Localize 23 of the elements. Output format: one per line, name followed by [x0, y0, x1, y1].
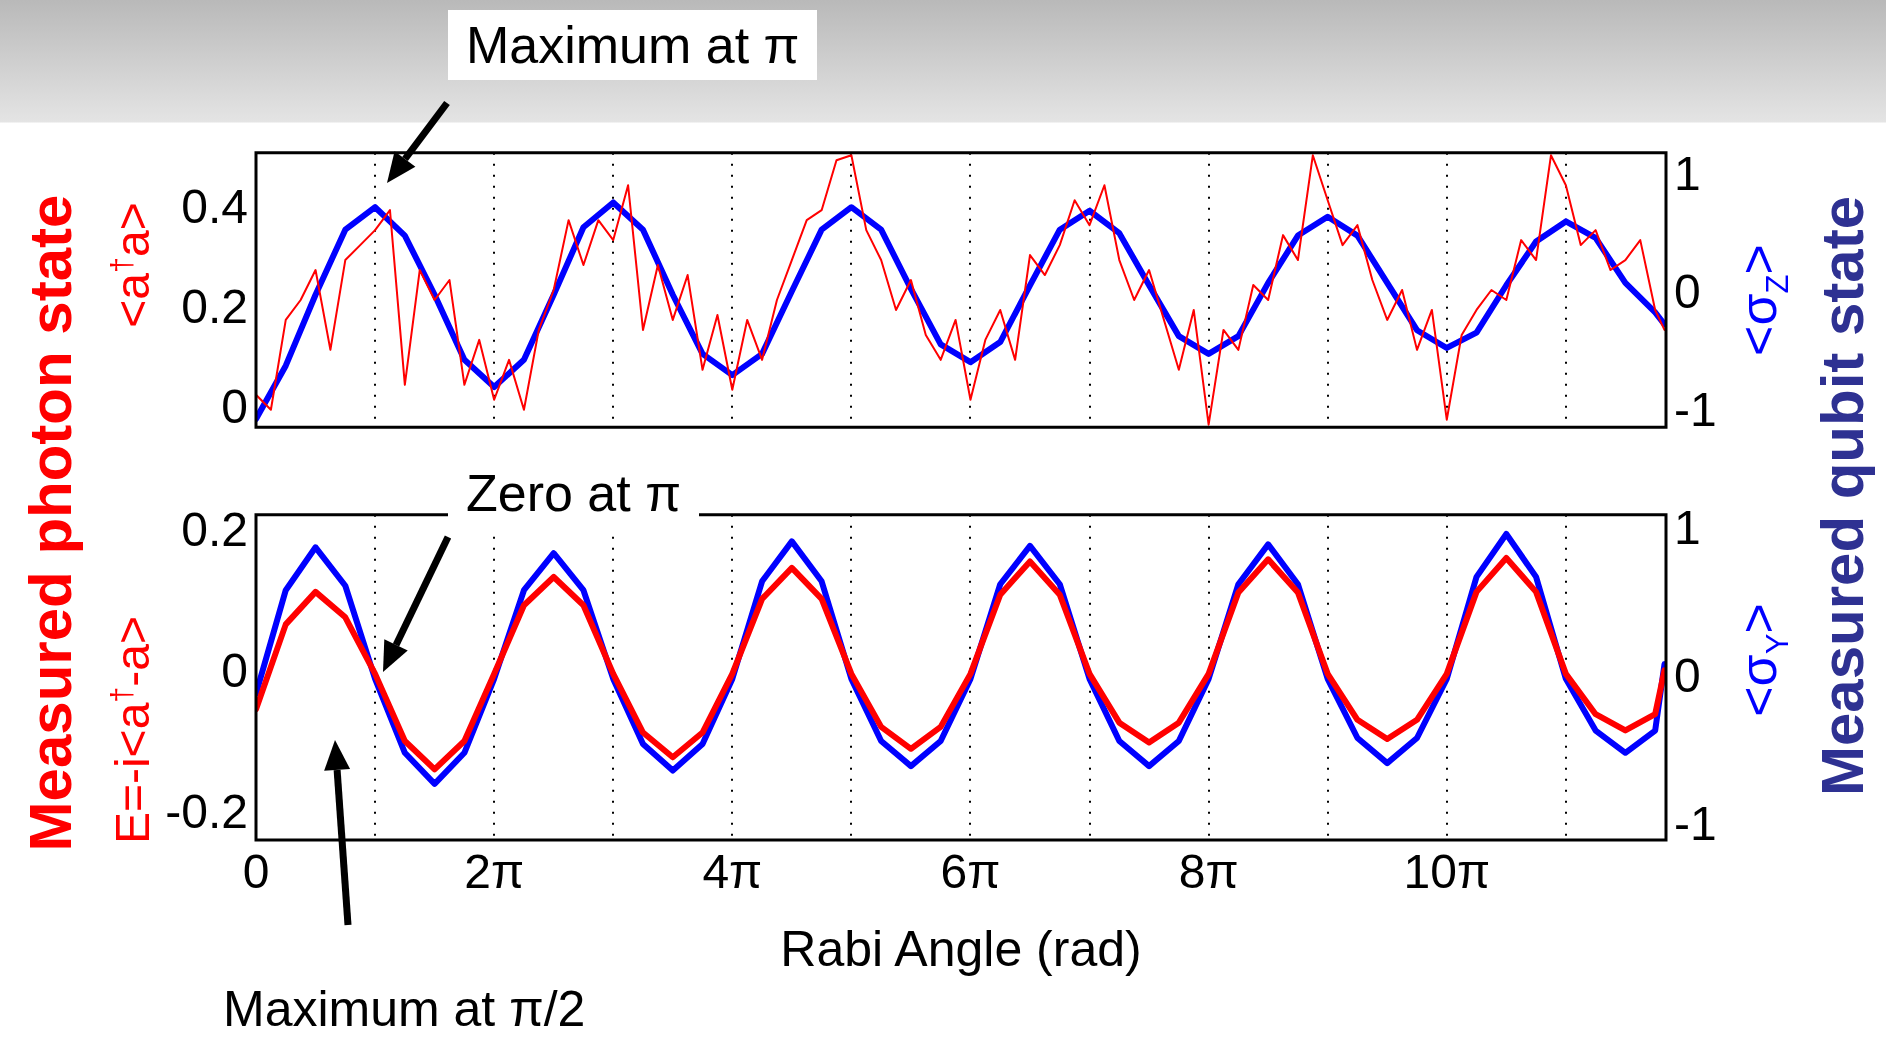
x-tick-label: 6π	[940, 845, 1001, 899]
y2-tick-label: -1	[1674, 383, 1717, 437]
y2-tick-label: 1	[1674, 501, 1701, 555]
y2-tick-label: 0	[1674, 649, 1701, 703]
y-tick-label: 0	[221, 379, 248, 433]
x-tick-label: 4π	[702, 845, 763, 899]
annotation: Zero at π	[466, 464, 682, 522]
y-tick-label: 0.2	[181, 502, 248, 556]
y-tick-label: 0.2	[181, 280, 248, 334]
x-tick-label: 10π	[1403, 845, 1491, 899]
y2-tick-label: 0	[1674, 264, 1701, 318]
y2-tick-label: 1	[1674, 146, 1701, 200]
x-tick-label: 8π	[1178, 845, 1239, 899]
text: Measured photon state	[16, 194, 84, 852]
text: Measured qubit state	[1808, 195, 1876, 797]
y2-tick-label: -1	[1674, 796, 1717, 850]
text: Maximum at π/2	[223, 981, 586, 1037]
x-tick-label: 2π	[464, 845, 525, 899]
y-tick-label: -0.2	[165, 785, 248, 839]
x-axis-title: Rabi Angle (rad)	[780, 921, 1142, 977]
text: Maximum at π	[466, 16, 800, 74]
y-tick-label: 0	[221, 644, 248, 698]
y-tick-label: 0.4	[181, 180, 248, 234]
